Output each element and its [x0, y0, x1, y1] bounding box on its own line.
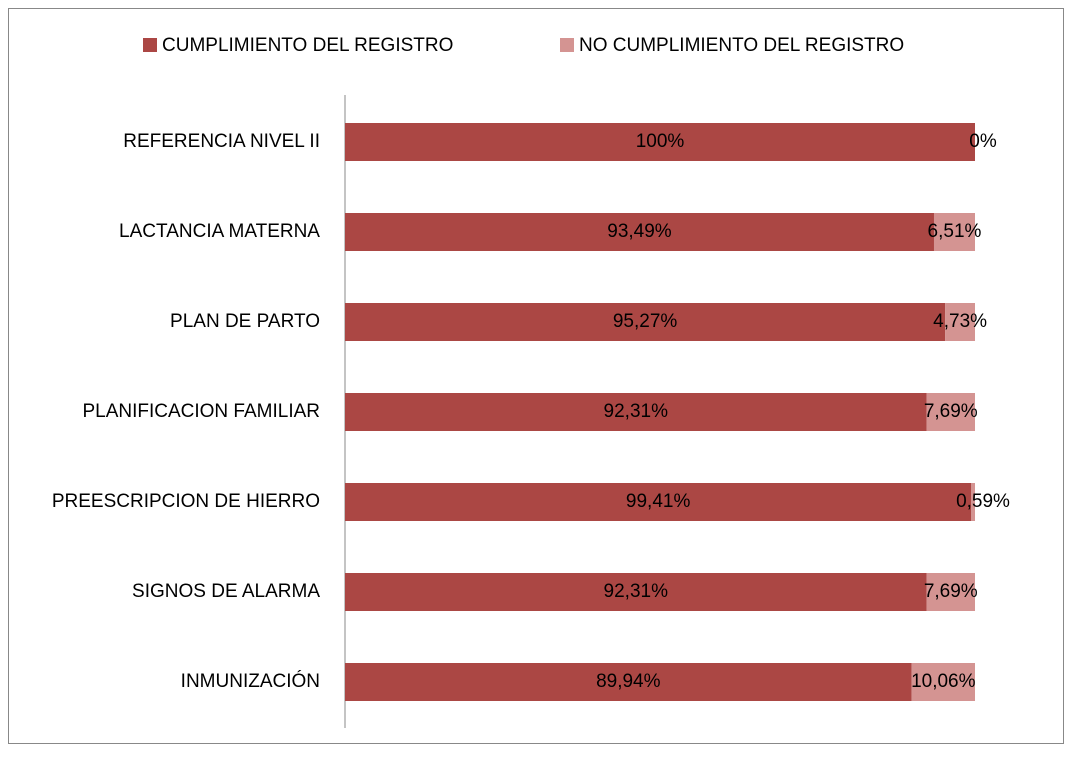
- bar-segment: [345, 483, 972, 521]
- bar-segment: [933, 213, 975, 251]
- bar-segment: [345, 393, 927, 431]
- data-label: 100%: [636, 131, 685, 152]
- bar-segment: [345, 663, 912, 701]
- bar-segment: [945, 303, 975, 341]
- data-label: 95,27%: [613, 311, 678, 332]
- y-tick-label: SIGNOS DE ALARMA: [132, 581, 320, 602]
- bar-segment: [911, 663, 975, 701]
- legend-swatch: [560, 38, 574, 52]
- bar-segment: [345, 213, 934, 251]
- chart-frame: [8, 8, 1064, 744]
- bar-segment: [345, 303, 946, 341]
- y-tick-label: LACTANCIA MATERNA: [119, 221, 320, 242]
- data-label: 92,31%: [604, 401, 669, 422]
- bar-segment: [926, 573, 975, 611]
- data-label: 99,41%: [626, 491, 691, 512]
- data-label: 0%: [969, 131, 997, 152]
- bar-segment: [345, 573, 927, 611]
- data-label: 4,73%: [933, 311, 987, 332]
- bar-segment: [971, 483, 975, 521]
- y-tick-label: PLAN DE PARTO: [170, 311, 320, 332]
- y-tick-label: PLANIFICACION FAMILIAR: [82, 401, 320, 422]
- data-label: 6,51%: [928, 221, 982, 242]
- y-tick-label: REFERENCIA NIVEL II: [123, 131, 320, 152]
- data-label: 93,49%: [607, 221, 672, 242]
- data-label: 10,06%: [911, 671, 976, 692]
- bar-segment: [345, 123, 975, 161]
- bar-segment: [926, 393, 975, 431]
- data-label: 7,69%: [924, 401, 978, 422]
- data-label: 7,69%: [924, 581, 978, 602]
- legend-swatch: [143, 38, 157, 52]
- legend-label: CUMPLIMIENTO DEL REGISTRO: [162, 35, 453, 56]
- data-label: 92,31%: [604, 581, 669, 602]
- legend-label: NO CUMPLIMIENTO DEL REGISTRO: [579, 35, 904, 56]
- data-label: 89,94%: [596, 671, 661, 692]
- y-tick-label: INMUNIZACIÓN: [181, 670, 320, 692]
- data-label: 0,59%: [956, 491, 1010, 512]
- y-tick-label: PREESCRIPCION DE HIERRO: [52, 491, 320, 512]
